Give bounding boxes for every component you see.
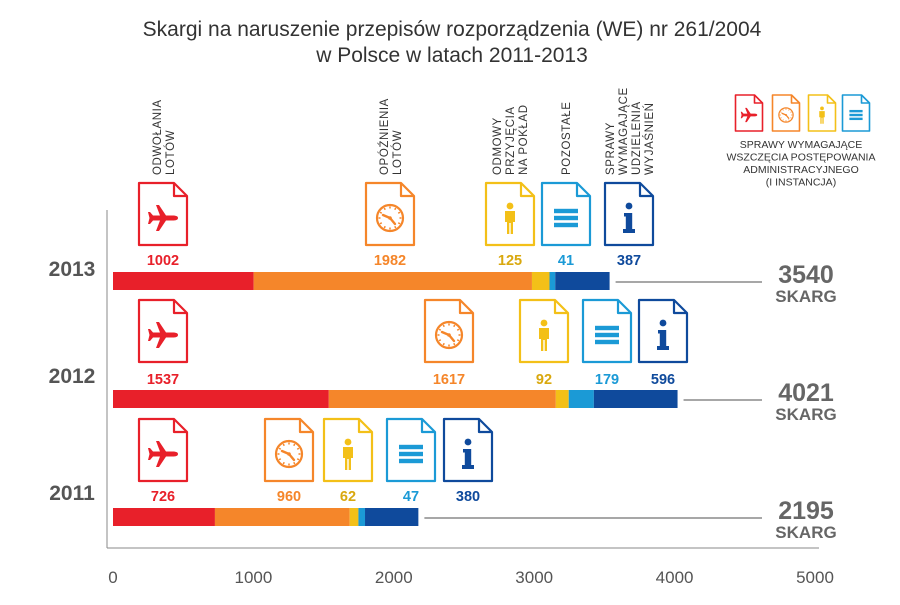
value-label: 179: [595, 372, 619, 388]
x-tick-label: 3000: [515, 568, 553, 587]
bar-segment: [253, 272, 532, 290]
chart-title-line-1: Skargi na naruszenie przepisów rozporząd…: [143, 18, 762, 41]
value-label: 596: [651, 372, 675, 388]
info-icon: [603, 181, 655, 247]
year-label: 2012: [49, 365, 96, 388]
bar-segment: [113, 508, 215, 526]
airplane-icon: [137, 417, 189, 483]
value-label: 380: [456, 489, 480, 505]
clock-icon: [423, 298, 475, 364]
value-label: 47: [403, 489, 419, 505]
x-tick-label: 0: [108, 568, 117, 587]
list-icon: [581, 298, 633, 364]
year-label: 2011: [49, 482, 95, 505]
total-value: 3540: [778, 261, 834, 289]
legend-clock-icon: [771, 94, 801, 132]
bar-segment: [358, 508, 366, 526]
x-tick-label: 2000: [375, 568, 413, 587]
category-header: SPRAWYWYMAGAJĄCEUDZIELENIAWYJAŚNIEŃ: [605, 87, 656, 175]
clock-icon: [364, 181, 416, 247]
year-label: 2013: [49, 258, 96, 281]
person-icon: [484, 181, 536, 247]
bar-segment: [349, 508, 359, 526]
legend-list-icon: [841, 94, 871, 132]
value-label: 726: [151, 489, 175, 505]
category-header: POZOSTAŁE: [561, 101, 573, 175]
bar-segment: [549, 272, 556, 290]
x-tick-label: 5000: [796, 568, 834, 587]
total-value: 4021: [778, 379, 834, 407]
category-header: OPÓŹNIENIALOTÓW: [378, 98, 404, 175]
bar-segment: [593, 390, 678, 408]
bar-segment: [113, 390, 329, 408]
total-value: 2195: [778, 497, 834, 525]
value-label: 1982: [374, 253, 406, 269]
airplane-icon: [137, 181, 189, 247]
bar-segment: [555, 390, 569, 408]
bar-segment: [555, 272, 610, 290]
value-label: 1002: [147, 253, 179, 269]
value-label: 960: [277, 489, 301, 505]
value-label: 125: [498, 253, 522, 269]
legend-person-icon: [807, 94, 837, 132]
x-tick-label: 4000: [656, 568, 694, 587]
category-header: ODWOŁANIALOTÓW: [152, 99, 177, 175]
x-axis: 0 1000 2000 3000 4000 5000: [106, 210, 834, 587]
value-label: 1617: [433, 372, 465, 388]
total-unit: SKARG: [775, 523, 836, 542]
category-headers: ODWOŁANIALOTÓW OPÓŹNIENIALOTÓW ODMOWYPRZYJ…: [152, 87, 656, 175]
legend-text: SPRAWY WYMAGAJĄCE WSZCZĘCIA POSTĘPOWANIA A…: [727, 139, 876, 189]
category-header: ODMOWYPRZYJĘCIANA POKŁAD: [492, 104, 530, 175]
value-label: 1537: [147, 372, 179, 388]
bar-segment: [568, 390, 594, 408]
info-icon: [442, 417, 494, 483]
legend-airplane-icon: [734, 94, 764, 132]
value-label: 62: [340, 489, 356, 505]
legend: SPRAWY WYMAGAJĄCE WSZCZĘCIA POSTĘPOWANIA A…: [727, 94, 876, 189]
bar-segment: [113, 272, 254, 290]
total-unit: SKARG: [775, 287, 836, 306]
value-label: 92: [536, 372, 552, 388]
x-tick-label: 1000: [234, 568, 272, 587]
info-icon: [637, 298, 689, 364]
value-label: 41: [558, 253, 574, 269]
bar-segment: [328, 390, 556, 408]
list-icon: [385, 417, 437, 483]
person-icon: [322, 417, 374, 483]
bar-segment: [531, 272, 550, 290]
icons-group: 1002 1982 125 41 387 1537 1617 92 179 596 726 960 62…: [137, 181, 689, 505]
clock-icon: [263, 417, 315, 483]
value-label: 387: [617, 253, 641, 269]
person-icon: [518, 298, 570, 364]
airplane-icon: [137, 298, 189, 364]
total-unit: SKARG: [775, 405, 836, 424]
bar-segment: [365, 508, 419, 526]
chart-title-line-2: w Polsce w latach 2011-2013: [315, 44, 588, 67]
bar-segment: [214, 508, 350, 526]
list-icon: [540, 181, 592, 247]
